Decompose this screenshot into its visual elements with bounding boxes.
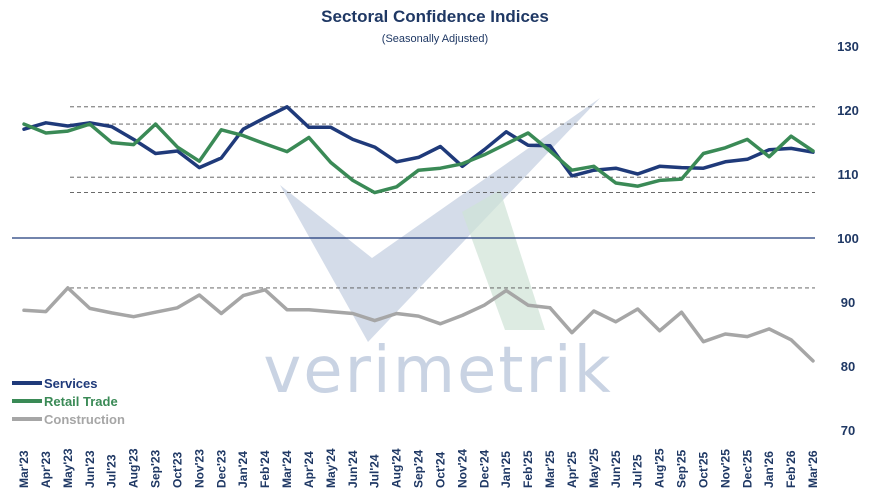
watermark-logo-blue — [280, 98, 600, 342]
watermark-text: verimetrik — [263, 334, 612, 408]
x-tick-label: Feb'26 — [784, 450, 798, 488]
x-tick-label: Jul'23 — [105, 454, 119, 488]
series-lines — [22, 105, 815, 363]
y-tick-label: 120 — [837, 103, 859, 118]
x-tick-label: Aug'25 — [653, 448, 667, 488]
legend-item-services: Services — [12, 376, 98, 391]
x-tick-label: Sep'24 — [412, 449, 426, 488]
y-tick-label: 70 — [841, 423, 855, 438]
x-tick-label: Jun'23 — [83, 450, 97, 488]
x-tick-label: May'23 — [61, 448, 75, 488]
chart-title: Sectoral Confidence Indices — [321, 7, 549, 26]
watermark-logo-green — [462, 190, 545, 330]
x-tick-label: Jul'25 — [631, 454, 645, 488]
x-tick-label: Jan'25 — [499, 451, 513, 488]
legend-label-retail-trade: Retail Trade — [44, 394, 118, 409]
series-line-retail-trade — [22, 122, 815, 195]
x-tick-label: Mar'25 — [543, 450, 557, 488]
x-tick-label: Apr'25 — [565, 451, 579, 488]
x-tick-label: Dec'25 — [740, 449, 754, 488]
x-tick-label: Mar'23 — [17, 450, 31, 488]
x-tick-label: Feb'24 — [258, 450, 272, 488]
legend: Services Retail Trade Construction — [12, 376, 125, 427]
x-axis-ticks: Mar'23 Apr'23 May'23 Jun'23 Jul'23 Aug'23 Sep'… — [17, 448, 820, 488]
series-line-services — [22, 105, 815, 178]
y-tick-label: 110 — [838, 167, 859, 182]
x-tick-label: Jun'24 — [346, 450, 360, 488]
watermark: verimetrik — [263, 98, 612, 408]
x-tick-label: Apr'24 — [302, 451, 316, 488]
x-tick-label: Aug'23 — [127, 448, 141, 488]
x-tick-label: Sep'23 — [149, 449, 163, 488]
x-tick-label: Jun'25 — [609, 450, 623, 488]
legend-label-services: Services — [44, 376, 98, 391]
y-tick-label: 130 — [837, 39, 859, 54]
legend-item-retail-trade: Retail Trade — [12, 394, 118, 409]
x-tick-label: Apr'23 — [39, 451, 53, 488]
chart-subtitle: (Seasonally Adjusted) — [382, 33, 488, 45]
x-tick-label: Oct'23 — [170, 451, 184, 488]
x-tick-label: Mar'24 — [280, 450, 294, 488]
y-tick-label: 100 — [837, 231, 859, 246]
reference-levels — [70, 106, 815, 289]
y-tick-label: 80 — [841, 359, 855, 374]
x-tick-label: Mar'26 — [806, 450, 820, 488]
x-tick-label: Sep'25 — [675, 449, 689, 488]
x-tick-label: Dec'23 — [214, 449, 228, 488]
y-axis-ticks: 70 80 90 100 110 120 130 — [837, 39, 859, 438]
legend-item-construction: Construction — [12, 412, 125, 427]
legend-label-construction: Construction — [44, 412, 125, 427]
x-tick-label: Nov'23 — [192, 449, 206, 488]
x-tick-label: Oct'25 — [696, 451, 710, 488]
series-line-construction — [22, 286, 815, 363]
x-tick-label: Aug'24 — [390, 448, 404, 488]
x-tick-label: Feb'25 — [521, 450, 535, 488]
x-tick-label: Jan'24 — [236, 451, 250, 488]
x-tick-label: Jul'24 — [368, 454, 382, 488]
x-tick-label: Dec'24 — [477, 449, 491, 488]
x-tick-label: Nov'25 — [718, 449, 732, 488]
x-tick-label: Oct'24 — [433, 451, 447, 488]
x-tick-label: Jan'26 — [762, 451, 776, 488]
x-tick-label: May'24 — [324, 448, 338, 488]
x-tick-label: May'25 — [587, 448, 601, 488]
y-tick-label: 90 — [841, 295, 855, 310]
x-tick-label: Nov'24 — [455, 449, 469, 488]
